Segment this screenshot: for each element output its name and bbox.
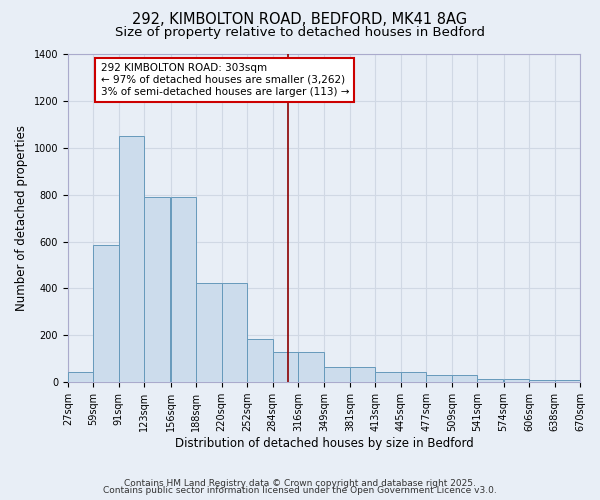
Bar <box>554 380 580 382</box>
Bar <box>170 197 196 382</box>
Text: Contains public sector information licensed under the Open Government Licence v3: Contains public sector information licen… <box>103 486 497 495</box>
Bar <box>196 282 221 382</box>
X-axis label: Distribution of detached houses by size in Bedford: Distribution of detached houses by size … <box>175 437 473 450</box>
Bar <box>94 245 119 382</box>
Bar <box>401 372 426 382</box>
Text: Size of property relative to detached houses in Bedford: Size of property relative to detached ho… <box>115 26 485 39</box>
Bar <box>503 378 529 382</box>
Bar <box>145 197 170 382</box>
Bar <box>298 352 323 382</box>
Text: Contains HM Land Registry data © Crown copyright and database right 2025.: Contains HM Land Registry data © Crown c… <box>124 478 476 488</box>
Bar <box>376 372 401 382</box>
Bar <box>529 380 554 382</box>
Y-axis label: Number of detached properties: Number of detached properties <box>15 125 28 311</box>
Bar <box>426 375 452 382</box>
Bar <box>272 352 298 382</box>
Bar <box>325 367 350 382</box>
Bar <box>221 282 247 382</box>
Bar <box>119 136 145 382</box>
Bar <box>477 378 503 382</box>
Bar <box>350 367 376 382</box>
Text: 292, KIMBOLTON ROAD, BEDFORD, MK41 8AG: 292, KIMBOLTON ROAD, BEDFORD, MK41 8AG <box>133 12 467 28</box>
Bar <box>452 375 477 382</box>
Bar <box>247 339 272 382</box>
Bar <box>68 372 94 382</box>
Text: 292 KIMBOLTON ROAD: 303sqm
← 97% of detached houses are smaller (3,262)
3% of se: 292 KIMBOLTON ROAD: 303sqm ← 97% of deta… <box>101 64 349 96</box>
